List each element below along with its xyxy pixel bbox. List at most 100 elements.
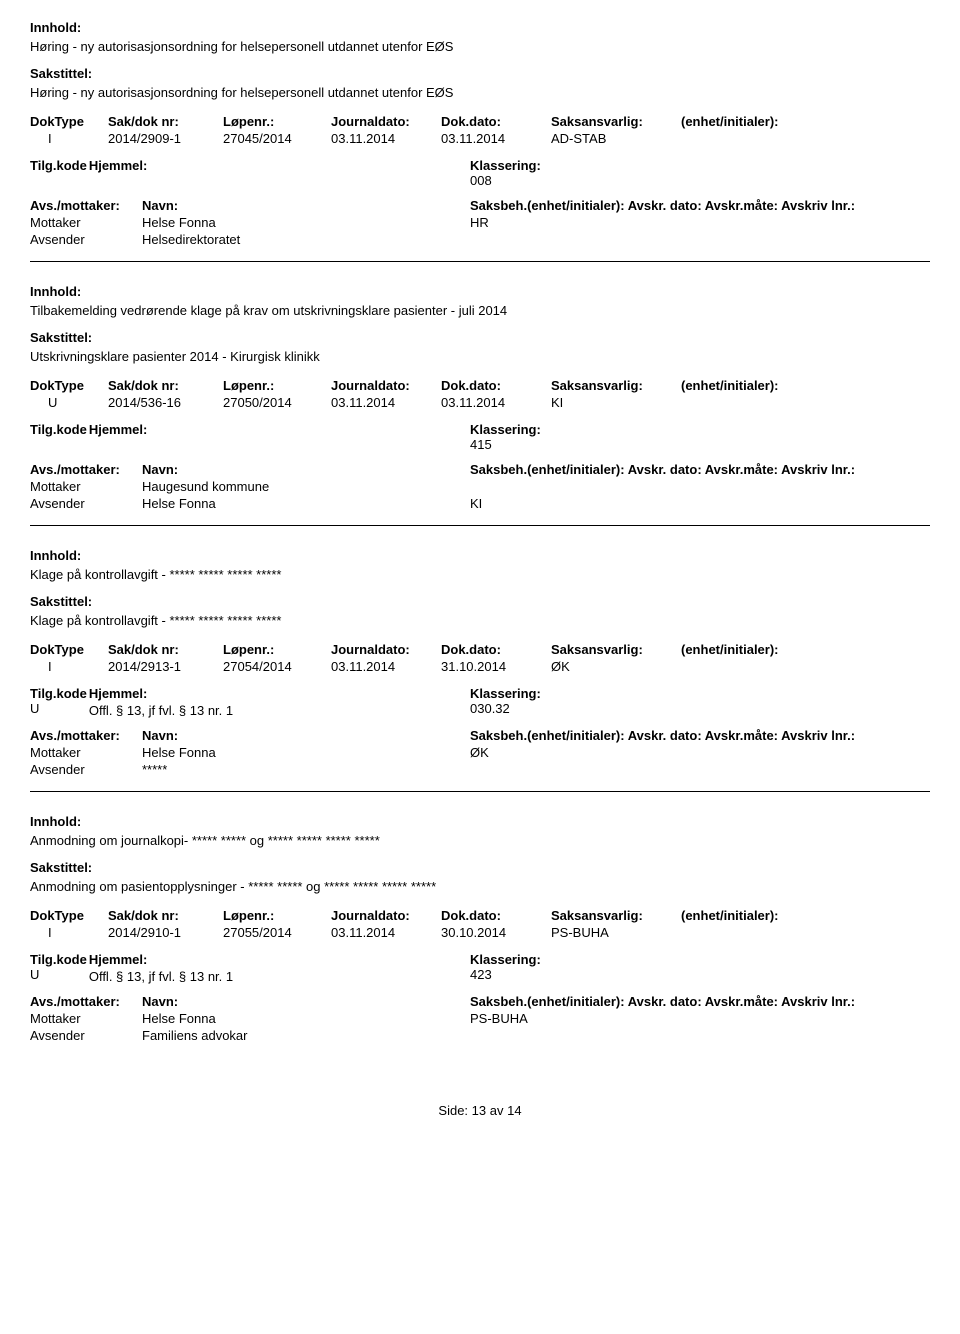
dokType-header: DokType xyxy=(30,378,98,393)
mottaker-name: Helse Fonna xyxy=(142,1011,470,1026)
navn-label: Navn: xyxy=(142,728,470,743)
klassering-value: 030.32 xyxy=(470,701,541,716)
saksansvarlig-value: AD-STAB xyxy=(551,129,671,146)
dokdato-header: Dok.dato: xyxy=(441,908,541,923)
dokdato-value: 03.11.2014 xyxy=(441,129,541,146)
mottaker-name: Haugesund kommune xyxy=(142,479,470,494)
dokType-header: DokType xyxy=(30,114,98,129)
dokdato-header: Dok.dato: xyxy=(441,378,541,393)
klassering-col: Klassering:030.32 xyxy=(470,686,541,718)
party-header-row: Avs./mottaker:Navn:Saksbeh.(enhet/initia… xyxy=(30,198,930,213)
journaldato-col: Journaldato:03.11.2014 xyxy=(331,114,431,146)
innhold-text: Tilbakemelding vedrørende klage på krav … xyxy=(30,303,930,318)
mottaker-name: Helse Fonna xyxy=(142,745,470,760)
avsender-row: AvsenderFamiliens advokar xyxy=(30,1028,930,1043)
saksansvarlig-col: Saksansvarlig:ØK xyxy=(551,642,671,674)
party-header-row: Avs./mottaker:Navn:Saksbeh.(enhet/initia… xyxy=(30,994,930,1009)
tilgkode-label: Tilg.kode xyxy=(30,422,87,437)
record-divider xyxy=(30,261,930,262)
hjemmel-col: Hjemmel: xyxy=(89,422,148,452)
innhold-text: Klage på kontrollavgift - ***** ***** **… xyxy=(30,567,930,582)
hjemmel-col: Hjemmel:Offl. § 13, jf fvl. § 13 nr. 1 xyxy=(89,686,233,718)
saksansvarlig-value: PS-BUHA xyxy=(551,923,671,940)
dokType-col: DokTypeI xyxy=(30,114,98,146)
mottaker-label: Mottaker xyxy=(30,479,142,494)
avs-mottaker-label: Avs./mottaker: xyxy=(30,728,142,743)
avsender-row: Avsender***** xyxy=(30,762,930,777)
sakstittel-label: Sakstittel: xyxy=(30,860,930,875)
klassering-label: Klassering: xyxy=(470,686,541,701)
sakDok-col: Sak/dok nr:2014/2913-1 xyxy=(108,642,213,674)
sakstittel-text: Høring - ny autorisasjonsordning for hel… xyxy=(30,85,930,100)
classification-row: Tilg.kodeUHjemmel:Offl. § 13, jf fvl. § … xyxy=(30,952,930,984)
footer-current: 13 xyxy=(472,1103,486,1118)
hjemmel-col: Hjemmel:Offl. § 13, jf fvl. § 13 nr. 1 xyxy=(89,952,233,984)
klassering-label: Klassering: xyxy=(470,422,541,437)
sakDok-col: Sak/dok nr:2014/2910-1 xyxy=(108,908,213,940)
avsender-unit: KI xyxy=(470,496,482,511)
sakDok-header: Sak/dok nr: xyxy=(108,642,213,657)
tilgkode-col: Tilg.kodeU xyxy=(30,686,87,718)
record: Innhold: Høring - ny autorisasjonsordning… xyxy=(30,20,930,247)
sakDok-header: Sak/dok nr: xyxy=(108,908,213,923)
journaldato-header: Journaldato: xyxy=(331,642,431,657)
sakDok-value: 2014/2909-1 xyxy=(108,129,213,146)
dokType-value: I xyxy=(30,129,98,146)
journaldato-col: Journaldato:03.11.2014 xyxy=(331,908,431,940)
enhet-header: (enhet/initialer): xyxy=(681,114,821,129)
avsender-label: Avsender xyxy=(30,496,142,511)
saksansvarlig-value: ØK xyxy=(551,657,671,674)
hjemmel-col: Hjemmel: xyxy=(89,158,148,188)
hjemmel-value xyxy=(89,173,148,175)
mottaker-row: MottakerHaugesund kommune xyxy=(30,479,930,494)
mottaker-row: MottakerHelse FonnaPS-BUHA xyxy=(30,1011,930,1026)
page-footer: Side: 13 av 14 xyxy=(30,1103,930,1118)
hjemmel-value: Offl. § 13, jf fvl. § 13 nr. 1 xyxy=(89,701,233,718)
tilg-hjemmel-group: Tilg.kodeHjemmel: xyxy=(30,422,470,452)
dokType-col: DokTypeU xyxy=(30,378,98,410)
records-container: Innhold: Høring - ny autorisasjonsordning… xyxy=(30,20,930,1043)
enhet-col: (enhet/initialer): xyxy=(681,642,821,674)
enhet-header: (enhet/initialer): xyxy=(681,378,821,393)
tilgkode-value: U xyxy=(30,701,87,716)
record-divider xyxy=(30,525,930,526)
tilgkode-label: Tilg.kode xyxy=(30,952,87,967)
journaldato-header: Journaldato: xyxy=(331,378,431,393)
enhet-value xyxy=(681,657,821,659)
footer-sep: av xyxy=(490,1103,504,1118)
saksbeh-unit: HR xyxy=(470,215,489,230)
lopenr-value: 27055/2014 xyxy=(223,923,321,940)
lopenr-col: Løpenr.:27045/2014 xyxy=(223,114,321,146)
avs-mottaker-label: Avs./mottaker: xyxy=(30,198,142,213)
classification-row: Tilg.kodeHjemmel:Klassering:415 xyxy=(30,422,930,452)
metadata-row: DokTypeISak/dok nr:2014/2910-1Løpenr.:27… xyxy=(30,908,930,940)
mottaker-row: MottakerHelse FonnaHR xyxy=(30,215,930,230)
record: Innhold:Tilbakemelding vedrørende klage … xyxy=(30,284,930,511)
dokType-col: DokTypeI xyxy=(30,908,98,940)
avsender-name: Familiens advokar xyxy=(142,1028,470,1043)
record: Innhold:Klage på kontrollavgift - ***** … xyxy=(30,548,930,777)
saksansvarlig-value: KI xyxy=(551,393,671,410)
klassering-col: Klassering:423 xyxy=(470,952,541,984)
sakstittel-label: Sakstittel: xyxy=(30,330,930,345)
lopenr-value: 27045/2014 xyxy=(223,129,321,146)
sakDok-col: Sak/dok nr:2014/2909-1 xyxy=(108,114,213,146)
dokdato-header: Dok.dato: xyxy=(441,114,541,129)
dokType-header: DokType xyxy=(30,642,98,657)
avsender-name: Helsedirektoratet xyxy=(142,232,470,247)
journaldato-col: Journaldato:03.11.2014 xyxy=(331,378,431,410)
lopenr-value: 27050/2014 xyxy=(223,393,321,410)
enhet-value xyxy=(681,923,821,925)
hjemmel-label: Hjemmel: xyxy=(89,422,148,437)
lopenr-value: 27054/2014 xyxy=(223,657,321,674)
metadata-row: DokTypeUSak/dok nr:2014/536-16Løpenr.:27… xyxy=(30,378,930,410)
saksansvarlig-header: Saksansvarlig: xyxy=(551,908,671,923)
navn-label: Navn: xyxy=(142,462,470,477)
saksansvarlig-col: Saksansvarlig:KI xyxy=(551,378,671,410)
mottaker-label: Mottaker xyxy=(30,1011,142,1026)
tilgkode-col: Tilg.kode xyxy=(30,422,87,452)
sakDok-col: Sak/dok nr:2014/536-16 xyxy=(108,378,213,410)
avs-mottaker-label: Avs./mottaker: xyxy=(30,462,142,477)
dokdato-col: Dok.dato:03.11.2014 xyxy=(441,378,541,410)
innhold-label: Innhold: xyxy=(30,20,930,35)
